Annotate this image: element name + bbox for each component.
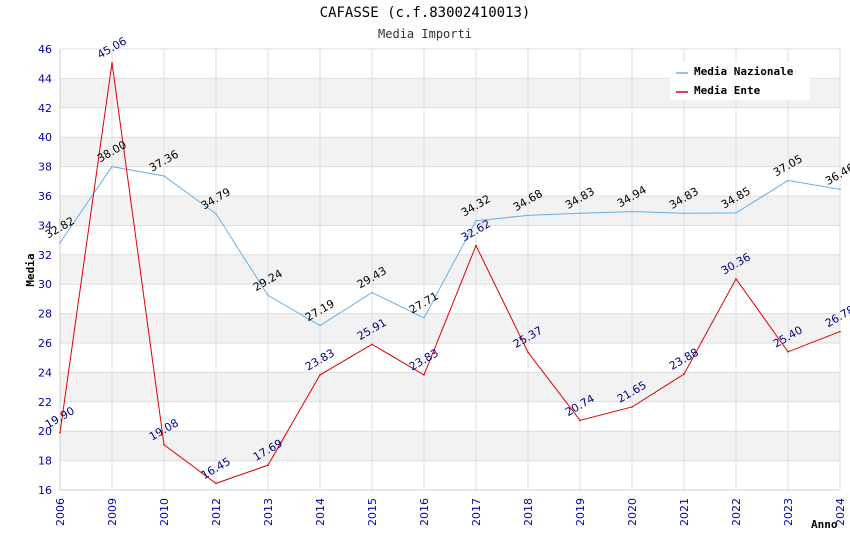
y-tick-label: 20 xyxy=(38,425,52,438)
data-point xyxy=(475,219,477,222)
x-tick-label: 2020 xyxy=(626,498,639,526)
x-tick-label: 2016 xyxy=(418,498,431,526)
series-line-media-ente xyxy=(59,62,841,484)
y-tick-label: 38 xyxy=(38,161,52,174)
x-tick-label: 2017 xyxy=(470,498,483,526)
plot-band xyxy=(60,401,840,432)
data-point xyxy=(527,214,529,217)
plot-band xyxy=(60,372,840,402)
plot-band xyxy=(60,284,840,314)
y-tick-label: 26 xyxy=(38,337,52,350)
plot-band xyxy=(60,225,840,255)
data-point xyxy=(215,212,217,215)
data-point xyxy=(683,212,685,214)
data-point xyxy=(631,406,633,408)
gridlines xyxy=(59,48,841,491)
chart-title: CAFASSE (c.f.83002410013) xyxy=(319,5,531,21)
data-point xyxy=(839,330,841,333)
data-point xyxy=(735,278,737,280)
data-point xyxy=(215,482,217,485)
plot-band xyxy=(60,460,840,490)
x-tick-label: 2022 xyxy=(730,498,743,526)
x-tick-label: 2009 xyxy=(106,498,119,526)
y-tick-label: 34 xyxy=(38,219,52,232)
x-axis-label: Anno xyxy=(811,518,838,531)
x-tick-label: 2023 xyxy=(782,498,795,526)
legend-box xyxy=(670,62,810,100)
x-axis-ticks: 2006 2009 2010 2012 2013 2014 2015 2016 2017 2018… xyxy=(54,498,847,526)
legend-label-nazionale: Media Nazionale xyxy=(694,65,794,78)
data-point xyxy=(839,188,841,191)
x-tick-label: 2015 xyxy=(366,498,379,526)
y-tick-label: 24 xyxy=(38,366,52,379)
y-tick-label: 46 xyxy=(38,43,52,56)
x-tick-label: 2006 xyxy=(54,498,67,526)
y-tick-label: 36 xyxy=(38,190,52,203)
data-point xyxy=(423,317,425,319)
series-line-media-nazionale xyxy=(59,166,841,327)
y-tick-label: 40 xyxy=(38,131,52,144)
data-point xyxy=(267,294,269,297)
data-point xyxy=(579,419,581,422)
x-tick-label: 2013 xyxy=(262,498,275,526)
y-tick-label: 42 xyxy=(38,102,52,115)
y-tick-label: 44 xyxy=(38,72,52,85)
data-point xyxy=(163,443,165,446)
data-point xyxy=(319,324,321,327)
y-tick-label: 22 xyxy=(38,396,52,409)
data-point xyxy=(111,62,113,64)
plot-band xyxy=(60,137,840,167)
x-tick-label: 2010 xyxy=(158,498,171,526)
data-point xyxy=(111,165,113,168)
y-tick-label: 16 xyxy=(38,484,52,497)
data-point xyxy=(735,212,737,214)
x-tick-label: 2018 xyxy=(522,498,535,526)
data-point xyxy=(59,431,61,434)
x-tick-label: 2019 xyxy=(574,498,587,526)
data-point xyxy=(787,351,789,353)
x-tick-label: 2012 xyxy=(210,498,223,526)
data-point xyxy=(163,175,165,177)
x-tick-label: 2024 xyxy=(834,498,847,526)
data-point xyxy=(787,179,789,182)
plot-band xyxy=(60,343,840,373)
y-tick-label: 18 xyxy=(38,455,52,468)
data-point xyxy=(59,241,61,244)
data-point xyxy=(683,373,685,375)
data-point xyxy=(371,291,373,294)
plot-band xyxy=(60,431,840,461)
x-tick-label: 2021 xyxy=(678,498,691,526)
data-point xyxy=(631,210,633,213)
data-point xyxy=(267,464,269,466)
y-tick-label: 30 xyxy=(38,278,52,291)
data-point xyxy=(475,244,477,247)
data-point xyxy=(371,343,373,346)
x-tick-label: 2014 xyxy=(314,498,327,526)
data-point xyxy=(423,374,425,376)
data-point xyxy=(319,374,321,376)
legend-label-ente: Media Ente xyxy=(694,84,761,97)
data-point xyxy=(527,351,529,354)
plot-band xyxy=(60,313,840,343)
y-tick-label: 32 xyxy=(38,249,52,262)
y-tick-label: 28 xyxy=(38,308,52,321)
plot-band xyxy=(60,196,840,226)
series-lines xyxy=(59,62,841,485)
legend: Media Nazionale Media Ente xyxy=(670,62,810,100)
plot-band xyxy=(60,166,840,196)
data-point xyxy=(579,212,581,214)
chart-subtitle: Media Importi xyxy=(378,27,472,41)
plot-band xyxy=(60,107,840,138)
plot-background xyxy=(60,49,840,490)
y-axis-label: Media xyxy=(24,253,37,286)
y-axis-ticks: 16 18 20 22 24 26 28 30 32 34 36 38 40 42 44 46 xyxy=(38,43,52,497)
